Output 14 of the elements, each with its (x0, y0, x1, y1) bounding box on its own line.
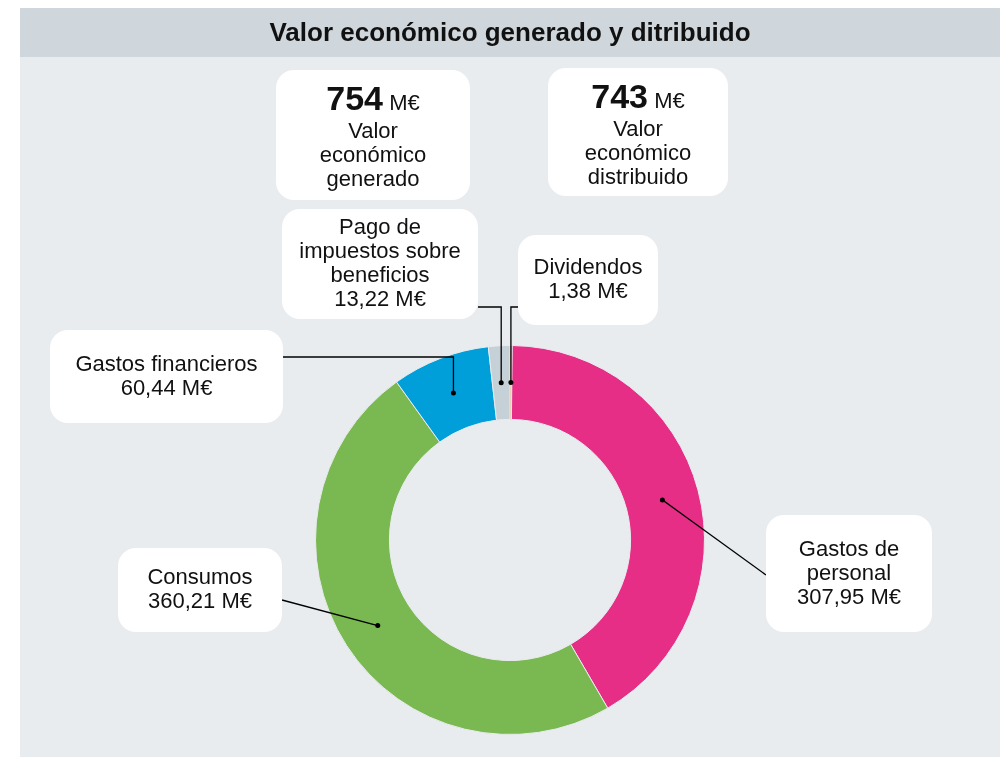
slice-label: Pago de impuestos sobre beneficios (299, 214, 461, 288)
data-label: 60,44 M€ (120, 374, 213, 400)
text: Valor económico generado (319, 118, 427, 192)
slice-label: Consumos (147, 564, 253, 590)
slice-label: Dividendos (533, 254, 643, 280)
chart-title: Valor económico generado y ditribuido (20, 8, 1000, 57)
slice-label: Gastos financieros (75, 350, 258, 376)
data-label: 360,21 M€ (148, 588, 252, 614)
slice-label: Gastos de personal (798, 535, 900, 585)
data-label: 1,38 M€ (548, 278, 628, 304)
data-label: 13,22 M€ (334, 286, 426, 312)
text: 754 M€ (326, 79, 420, 117)
text: 743 M€ (591, 77, 685, 115)
text: Valor económico distribuido (584, 116, 692, 190)
